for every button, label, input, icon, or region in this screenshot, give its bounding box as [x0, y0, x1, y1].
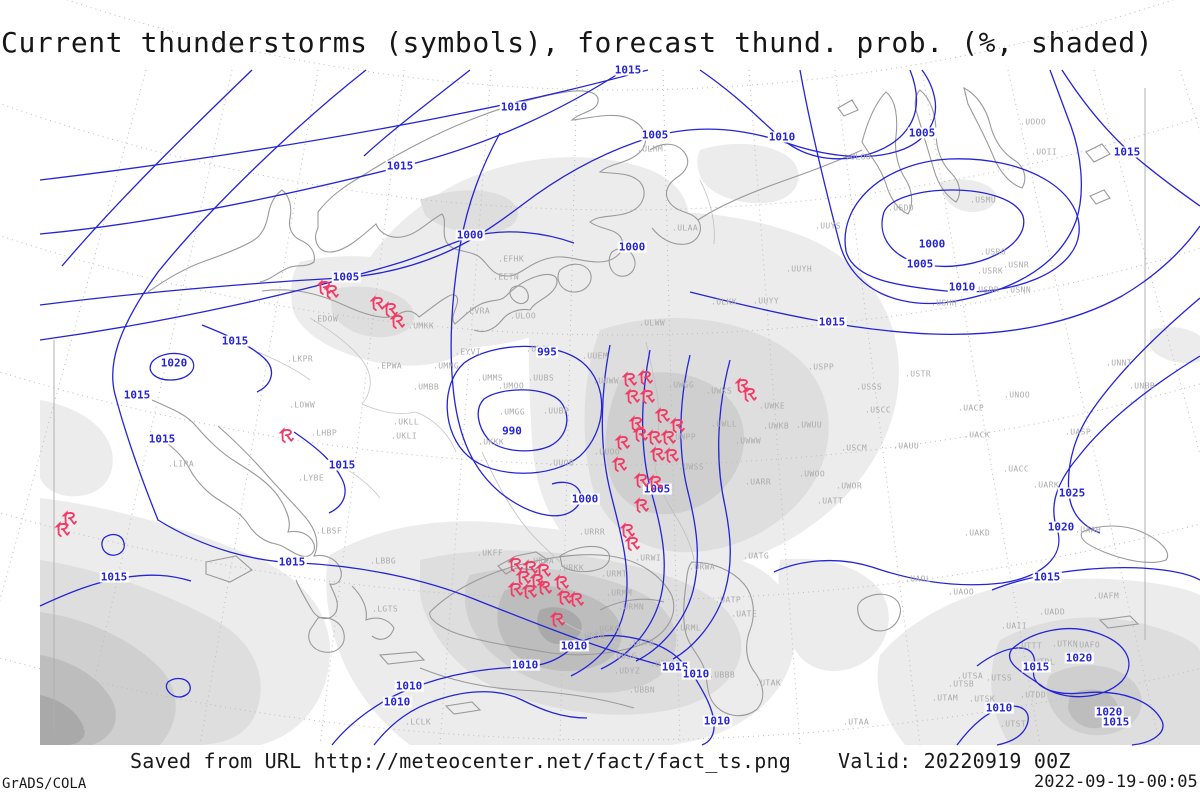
- coastline-layer: [147, 86, 1168, 717]
- grads-cola-credit: GrADS/COLA: [2, 776, 87, 792]
- page-title: Current thunderstorms (symbols), forecas…: [1, 26, 1154, 59]
- valid-time-caption: Valid: 20220919 00Z: [838, 749, 1071, 773]
- generation-timestamp: 2022-09-19-00:05: [1034, 772, 1198, 792]
- saved-from-caption: Saved from URL http://meteocenter.net/fa…: [130, 749, 792, 773]
- graticule-layer: [0, 0, 1200, 746]
